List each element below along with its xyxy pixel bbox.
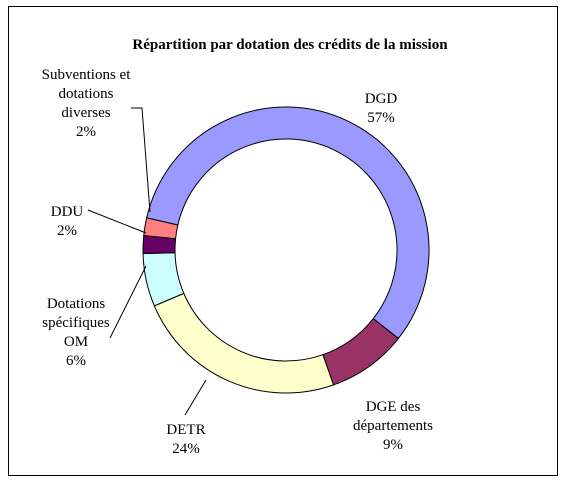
data-label-dge-des-departements: DGE des départements 9% xyxy=(353,399,433,453)
data-label-detr: DETR 24% xyxy=(166,422,205,457)
leader-lines xyxy=(87,107,207,416)
leader-line-ddu xyxy=(87,209,147,234)
data-label-dotations-specifiques-om: Dotations spécifiques OM 6% xyxy=(42,296,110,369)
slice-dgd xyxy=(146,106,430,340)
data-label-ddu: DDU 2% xyxy=(51,204,84,239)
slice-detr xyxy=(153,292,335,394)
slice-subventions-et-dotations-diverses xyxy=(143,217,179,240)
data-labels: DGD 57% DGE des départements 9% DETR 24% Dotati… xyxy=(42,67,434,457)
chart-slices xyxy=(142,106,430,394)
leader-line-dotations-specifiques-om xyxy=(109,265,147,339)
data-label-subventions-et-dotations-diverses: Subventions et dotations diverses 2% xyxy=(42,67,132,140)
data-label-dgd: DGD 57% xyxy=(365,91,398,126)
chart-frame xyxy=(8,6,558,476)
chart-title: Répartition par dotation des crédits de … xyxy=(132,37,448,53)
leader-line-subventions-et-dotations-diverses xyxy=(131,107,151,213)
leader-line-detr xyxy=(184,379,207,416)
